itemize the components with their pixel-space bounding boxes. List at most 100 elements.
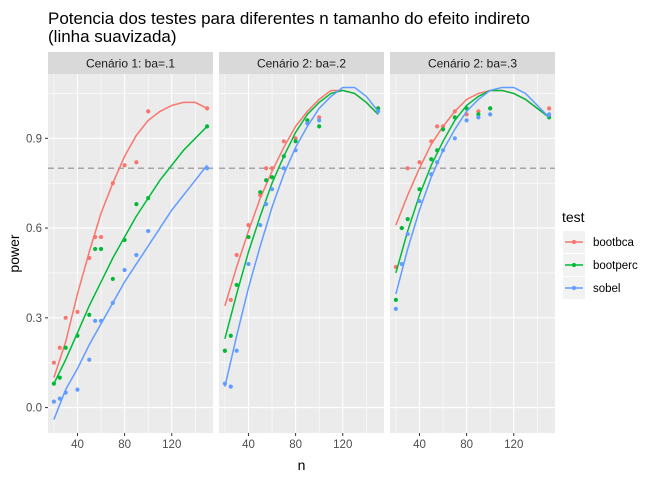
legend-key-point (571, 239, 577, 245)
data-point (464, 118, 469, 123)
facet-strip (48, 52, 213, 74)
data-point (488, 112, 493, 117)
data-point (146, 109, 151, 114)
panel-background (48, 74, 213, 433)
data-point (234, 282, 239, 288)
data-point (393, 297, 398, 302)
x-tick-label: 40 (413, 439, 426, 451)
data-point (87, 312, 92, 317)
data-point (222, 348, 227, 353)
data-point (246, 234, 251, 240)
facet-strip-label: Cenário 2: ba=.3 (428, 57, 517, 71)
y-tick-label: 0.6 (26, 223, 42, 235)
data-point (57, 396, 62, 401)
legend-label: bootbca (593, 237, 635, 249)
data-point (305, 118, 310, 123)
data-point (234, 348, 239, 353)
data-point (293, 139, 298, 144)
data-point (63, 315, 68, 320)
smooth-line (224, 86, 379, 387)
data-point (93, 318, 98, 323)
x-tick-label: 120 (162, 439, 181, 451)
data-point (393, 306, 398, 311)
data-point (429, 157, 434, 162)
facet-panel-3: Cenário 2: ba=.3 (390, 52, 555, 433)
data-point (476, 109, 481, 114)
data-point (134, 252, 139, 258)
data-point (317, 118, 322, 123)
series-bootperc (222, 89, 381, 353)
x-tick-label: 40 (242, 439, 255, 451)
data-point (122, 267, 127, 273)
legend: test bootbca bootperc sobel (562, 209, 638, 299)
data-point (228, 333, 233, 338)
y-tick-label: 0.0 (26, 403, 42, 415)
data-point (57, 375, 62, 380)
data-point (452, 136, 457, 141)
data-point (269, 175, 275, 180)
data-point (87, 357, 92, 362)
panel-background (390, 74, 555, 433)
chart-title-line-2: (linha suavizada) (48, 27, 177, 46)
data-point (98, 246, 104, 252)
data-point (51, 360, 56, 365)
smooth-line (53, 164, 208, 420)
smooth-line (224, 89, 379, 339)
data-point (258, 190, 263, 195)
series-bootbca (51, 101, 210, 378)
data-point (269, 187, 275, 192)
data-point (440, 127, 446, 132)
data-point (317, 115, 322, 120)
x-axis-title: n (298, 457, 306, 473)
data-point (417, 187, 422, 192)
data-point (417, 199, 422, 204)
data-point (234, 252, 239, 258)
data-point (547, 106, 552, 111)
smooth-line (53, 101, 208, 378)
legend-entry-sobel: sobel (563, 277, 621, 299)
facet-strip-label: Cenário 2: ba=.2 (257, 57, 346, 71)
data-point (281, 139, 286, 144)
data-point (57, 345, 62, 350)
y-tick-label: 0.9 (26, 133, 42, 145)
data-point (146, 228, 151, 234)
panel-background (219, 74, 384, 433)
data-point (110, 276, 115, 282)
legend-key-point (571, 262, 577, 268)
smooth-line (395, 89, 550, 274)
facet-panels: Cenário 1: ba=.1 Cenário 2: ba=.2 Cenário … (48, 52, 555, 433)
series-sobel (51, 164, 210, 420)
smooth-line (53, 125, 208, 384)
facet-strip-label: Cenário 1: ba=.1 (86, 57, 175, 71)
data-point (228, 297, 233, 302)
data-point (51, 399, 56, 404)
data-point (488, 106, 493, 111)
x-tick-label: 80 (460, 439, 473, 451)
data-point (246, 261, 251, 267)
data-point (228, 384, 233, 389)
data-point (293, 136, 298, 141)
x-tick-label: 120 (504, 439, 523, 451)
x-tick-label: 80 (118, 439, 131, 451)
data-point (93, 246, 98, 252)
legend-entry-bootbca: bootbca (563, 231, 635, 253)
smooth-line (395, 86, 550, 295)
data-point (435, 124, 440, 129)
data-point (264, 178, 269, 183)
data-point (258, 222, 263, 228)
data-point (122, 163, 127, 168)
data-point (134, 202, 139, 207)
data-point (405, 231, 410, 237)
data-point (134, 160, 139, 165)
x-tick-label: 40 (71, 439, 84, 451)
data-point (264, 166, 269, 171)
data-point (75, 309, 80, 314)
data-point (476, 112, 481, 117)
data-point (75, 387, 80, 392)
chart-title-line-1: Potencia dos testes para diferentes n ta… (48, 9, 530, 28)
data-point (399, 225, 404, 231)
data-point (281, 166, 286, 171)
data-point (317, 124, 322, 129)
